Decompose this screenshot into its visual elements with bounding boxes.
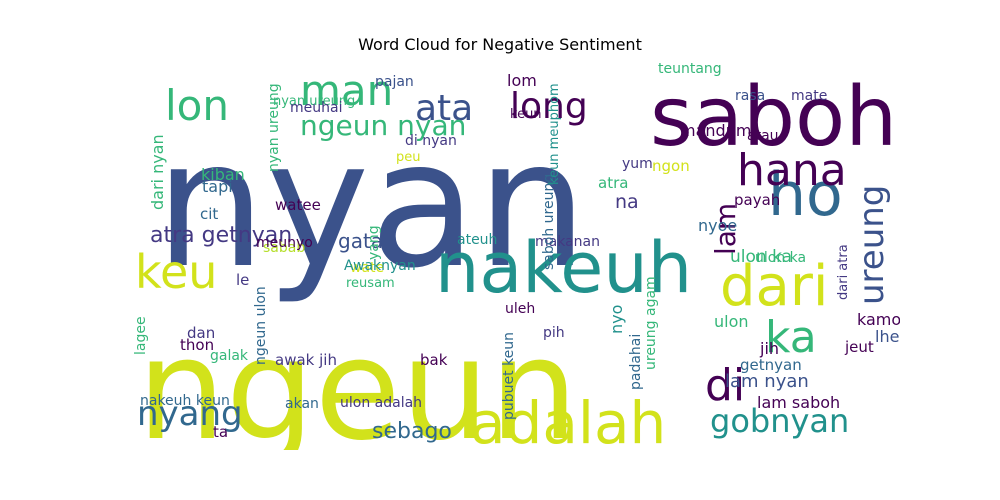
- cloud-word: pajan: [375, 74, 414, 90]
- page-title: Word Cloud for Negative Sentiment: [358, 35, 642, 54]
- cloud-word: lagee: [133, 316, 149, 355]
- cloud-word: ulon ka: [730, 247, 792, 267]
- cloud-word: lom: [507, 71, 537, 90]
- cloud-word: lam nyan: [725, 371, 809, 392]
- cloud-word: payah: [734, 191, 780, 209]
- cloud-word: cit: [200, 205, 218, 223]
- cloud-word: ngeun ulon: [253, 286, 269, 365]
- cloud-word: meuhai: [290, 100, 342, 116]
- cloud-word: ngeun nyan: [300, 109, 466, 142]
- cloud-word: yum: [622, 156, 653, 172]
- cloud-word: lam saboh: [757, 393, 840, 412]
- cloud-word: ateuh: [457, 232, 497, 248]
- cloud-word: sabab: [263, 240, 305, 256]
- cloud-word: pih: [543, 325, 565, 341]
- cloud-word: adalah: [470, 389, 666, 450]
- cloud-word: watee: [275, 196, 321, 214]
- cloud-word: ngon: [652, 157, 690, 175]
- cloud-word: hana: [737, 145, 847, 196]
- cloud-word: reusam: [346, 276, 395, 291]
- cloud-word: rasa: [735, 88, 765, 104]
- cloud-word: gobnyan: [710, 402, 849, 440]
- cloud-word: wate: [350, 260, 384, 276]
- cloud-word: ureung: [852, 185, 892, 305]
- cloud-word: dan: [187, 324, 215, 342]
- cloud-word: ureung agam: [643, 276, 659, 370]
- cloud-word: ho: [768, 160, 843, 230]
- cloud-word: jih: [759, 339, 779, 358]
- cloud-word: ulon: [714, 312, 749, 331]
- cloud-word: keun: [510, 107, 542, 122]
- cloud-word: dari atra: [836, 244, 851, 300]
- cloud-word: gata: [338, 229, 383, 253]
- cloud-word: awak jih: [275, 351, 337, 369]
- cloud-word: nyoe: [698, 216, 737, 235]
- cloud-word: ulon ka: [755, 250, 806, 266]
- cloud-word: makanan: [535, 234, 600, 250]
- cloud-word: dari nyan: [148, 134, 167, 210]
- cloud-word: lon: [165, 81, 229, 130]
- cloud-word: atra: [598, 174, 628, 192]
- cloud-word: ata: [415, 88, 473, 129]
- cloud-word: pubuet keun: [501, 332, 517, 420]
- cloud-word: teuntang: [658, 61, 722, 77]
- cloud-word: ngeun: [137, 309, 578, 450]
- cloud-word: di: [705, 360, 745, 411]
- cloud-word: getnyan: [740, 356, 802, 374]
- cloud-word: peu: [396, 150, 421, 165]
- cloud-word: atra getnyan: [150, 223, 292, 248]
- cloud-word: nyo: [607, 305, 626, 334]
- cloud-word: keun meuphom: [547, 83, 562, 185]
- cloud-word: mate: [791, 88, 827, 104]
- cloud-word: le: [236, 271, 249, 289]
- cloud-word: kiban: [201, 165, 245, 184]
- cloud-word: yang: [366, 225, 382, 260]
- cloud-word: di nyan: [405, 133, 457, 149]
- cloud-word: jeut: [844, 338, 874, 356]
- cloud-word: akan: [285, 396, 319, 412]
- cloud-word: saboh: [650, 70, 897, 165]
- cloud-word: meunyo: [256, 235, 313, 251]
- cloud-word: uleh: [505, 301, 535, 317]
- cloud-word: keu: [135, 245, 217, 299]
- cloud-word: long: [510, 86, 588, 127]
- cloud-word: mandum: [680, 121, 751, 140]
- cloud-word: nakeuh: [435, 227, 692, 309]
- cloud-word: nyan ureung: [273, 94, 355, 109]
- cloud-word: galak: [210, 348, 249, 364]
- cloud-word: ulon adalah: [340, 395, 422, 411]
- cloud-word: Awaknyan: [344, 258, 416, 274]
- cloud-word: lheuh: [875, 327, 900, 346]
- cloud-word: ka: [765, 312, 817, 363]
- cloud-word: nyan: [155, 104, 588, 307]
- cloud-word: sebago: [372, 419, 452, 444]
- word-cloud: nyan ngeun saboh nakeuh adalah dari keu ho hana k…: [125, 60, 900, 450]
- cloud-word: dari: [720, 254, 828, 319]
- cloud-word: atau: [747, 128, 779, 144]
- cloud-word: nyang: [137, 394, 243, 434]
- cloud-word: tapi: [202, 177, 233, 196]
- cloud-word: na: [615, 191, 639, 213]
- cloud-word: thon: [180, 336, 214, 354]
- cloud-word: nyan ureung: [266, 83, 282, 172]
- cloud-word: nakeuh keun: [140, 393, 230, 409]
- cloud-word: man: [300, 66, 393, 115]
- cloud-word: kamoe: [857, 310, 900, 329]
- cloud-word: saboh ureung: [541, 174, 557, 270]
- cloud-word: lam: [709, 203, 742, 255]
- cloud-word: ta: [213, 423, 228, 441]
- cloud-word: bak: [420, 351, 448, 369]
- cloud-word: padahai: [628, 334, 644, 390]
